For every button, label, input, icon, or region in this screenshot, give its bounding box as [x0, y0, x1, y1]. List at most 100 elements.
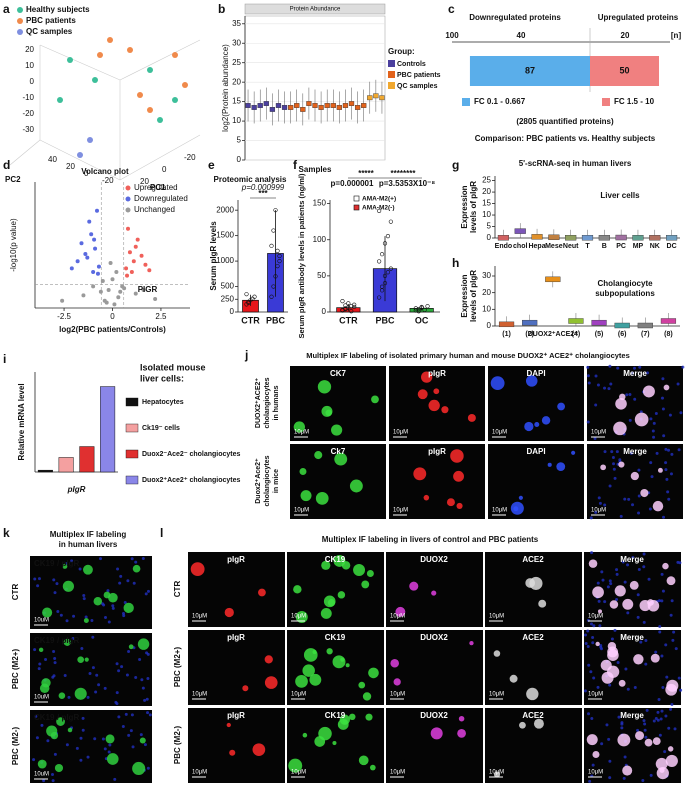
signal	[665, 754, 678, 768]
nucleus	[589, 516, 593, 520]
signal	[83, 618, 89, 624]
pca-dot	[147, 107, 153, 113]
column-label: DUOX2	[420, 711, 448, 720]
legend-title: liver cells:	[140, 373, 184, 383]
signal	[595, 641, 600, 647]
panel-letter: d	[3, 158, 10, 172]
row-label: in humans	[273, 385, 280, 420]
tick-label: 40	[517, 31, 526, 40]
panel-letter: a	[3, 2, 10, 16]
signal	[592, 586, 604, 599]
signal	[258, 588, 266, 597]
x-tick-label: -2.5	[57, 312, 71, 321]
signal	[619, 393, 626, 401]
signal	[524, 421, 534, 432]
nucleus	[677, 676, 681, 680]
nucleus	[667, 497, 671, 501]
signal	[293, 421, 306, 433]
point	[125, 273, 130, 278]
nucleus	[586, 365, 590, 369]
x-tick-label: (7)	[641, 331, 650, 338]
nucleus	[607, 737, 611, 741]
signal	[607, 641, 617, 651]
nucleus	[656, 710, 660, 714]
panel-letter: j	[244, 348, 248, 362]
axis-label: pIgR	[67, 485, 86, 494]
nucleus	[631, 555, 635, 559]
tick-label: 40	[48, 155, 57, 164]
signal	[592, 750, 600, 759]
row-label: PBC (M2+)	[11, 649, 20, 690]
signal	[63, 638, 71, 647]
tick-label: 0	[30, 77, 35, 86]
bar	[37, 469, 53, 473]
point	[135, 237, 140, 242]
signal	[50, 731, 59, 740]
nucleus	[669, 707, 673, 711]
nucleus	[628, 393, 632, 397]
box	[367, 95, 373, 101]
point	[385, 270, 391, 275]
axis-label: Expression	[460, 185, 469, 228]
nucleus	[597, 599, 601, 603]
axis-label: Serum pIgR levels	[209, 221, 218, 291]
nucleus	[649, 461, 653, 465]
signal	[295, 610, 308, 623]
nucleus	[82, 593, 86, 597]
nucleus	[639, 640, 643, 644]
tick-label: -20	[102, 176, 114, 185]
point	[75, 259, 80, 264]
point	[91, 284, 96, 289]
pca-box	[9, 139, 41, 166]
nucleus	[651, 429, 655, 433]
micrograph	[188, 630, 285, 705]
point	[89, 232, 94, 237]
nucleus	[55, 582, 59, 586]
legend-dot	[17, 7, 23, 13]
nucleus	[661, 685, 665, 689]
point	[69, 266, 74, 271]
point	[271, 284, 276, 289]
nucleus	[596, 383, 600, 387]
point	[100, 279, 105, 283]
signal	[652, 737, 661, 746]
nucleus	[627, 497, 631, 501]
tick-label: 20	[140, 177, 149, 186]
point	[93, 246, 98, 251]
signal	[525, 578, 536, 588]
nucleus	[621, 560, 625, 564]
nucleus	[668, 413, 672, 417]
subtitle: subpopulations	[595, 289, 655, 298]
nucleus	[649, 417, 653, 421]
signal	[128, 644, 134, 650]
nucleus	[126, 579, 130, 583]
scale-label: 10μM	[588, 614, 603, 620]
nucleus	[592, 676, 596, 680]
y-tick-label: 5	[237, 136, 242, 145]
point	[108, 261, 113, 265]
point	[81, 293, 86, 298]
nucleus	[601, 578, 605, 582]
box	[548, 234, 560, 241]
nucleus	[649, 773, 653, 777]
y-tick-label: 20	[482, 288, 491, 297]
nucleus	[146, 676, 150, 680]
nucleus	[642, 620, 646, 624]
panel-letter: b	[218, 2, 225, 16]
nucleus	[593, 436, 597, 440]
point	[388, 266, 393, 271]
nucleus	[660, 572, 664, 576]
signal	[74, 687, 87, 700]
legend-label: Downregulated	[134, 194, 188, 203]
nucleus	[660, 396, 664, 400]
pca-dot	[67, 57, 73, 63]
nucleus	[116, 567, 120, 571]
column-label: Merge	[620, 633, 644, 642]
row-label: in mice	[273, 469, 280, 493]
signal	[588, 559, 598, 568]
point	[139, 253, 144, 258]
nucleus	[138, 657, 142, 661]
nucleus	[53, 661, 57, 665]
nucleus	[586, 644, 590, 648]
signal	[618, 679, 626, 687]
